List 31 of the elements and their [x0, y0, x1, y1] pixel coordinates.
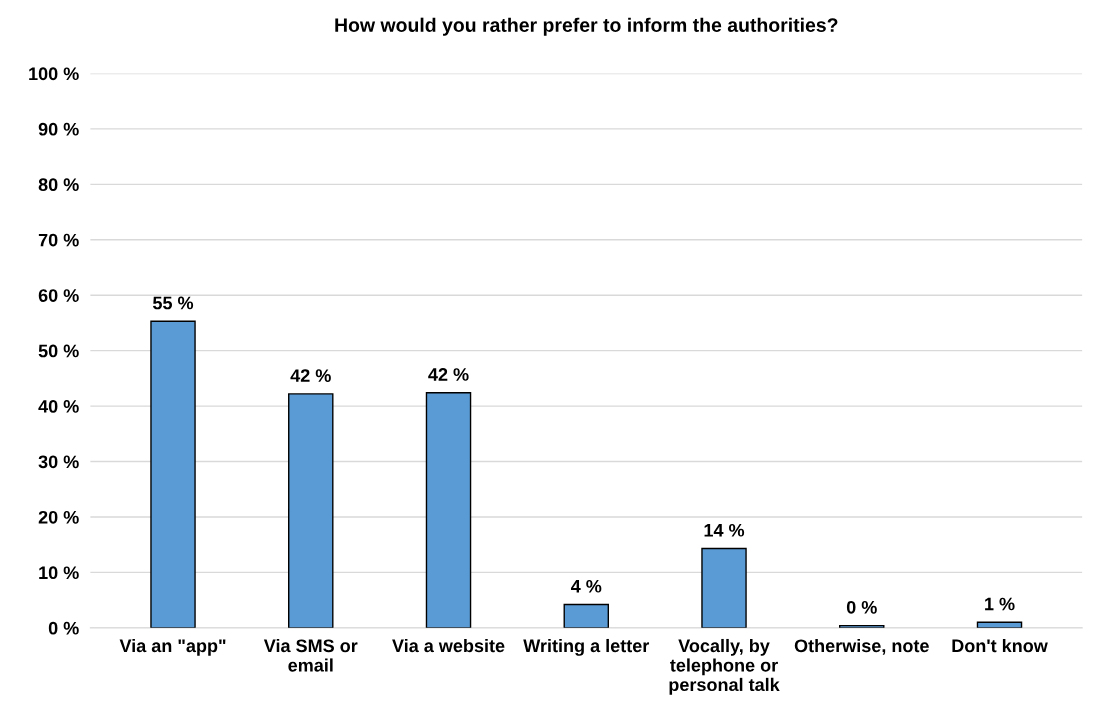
x-tick-label: Vocally, by telephone or personal talk — [669, 638, 780, 695]
x-tick-label: Writing a letter — [523, 638, 650, 656]
data-label: 42 % — [290, 369, 331, 382]
x-tick-label: Otherwise, note — [794, 638, 929, 655]
x-tick-label: Don't know — [952, 638, 1048, 653]
y-tick-label: 0 % — [48, 621, 79, 635]
y-tick-label: 70 % — [38, 233, 79, 247]
bar — [150, 320, 196, 628]
x-tick-label: Via SMS or email — [263, 638, 358, 672]
y-tick-label: 10 % — [39, 566, 79, 580]
x-tick-label: Via a website — [392, 638, 505, 653]
y-tick-label: 40 % — [38, 400, 79, 413]
bar — [288, 393, 334, 628]
data-label: 42 % — [428, 368, 469, 381]
y-tick-label: 90 % — [38, 122, 79, 136]
bar — [425, 392, 472, 628]
data-label: 55 % — [152, 296, 194, 310]
y-tick-label: 80 % — [38, 178, 79, 192]
data-label: 1 % — [985, 597, 1015, 611]
y-tick-label: 60 % — [38, 289, 79, 302]
bar — [701, 547, 747, 628]
y-tick-label: 30 % — [38, 455, 79, 469]
y-tick-label: 20 % — [38, 510, 79, 524]
data-label: 14 % — [704, 523, 745, 537]
data-label: 4 % — [570, 579, 602, 593]
bar — [563, 603, 609, 628]
data-label: 0 % — [846, 600, 877, 614]
chart-title: How would you rather prefer to inform the authorities? — [335, 17, 838, 36]
y-tick-label: 50 % — [38, 344, 79, 358]
x-tick-label: Via an "app" — [119, 638, 226, 656]
y-tick-label: 100 % — [29, 67, 79, 81]
